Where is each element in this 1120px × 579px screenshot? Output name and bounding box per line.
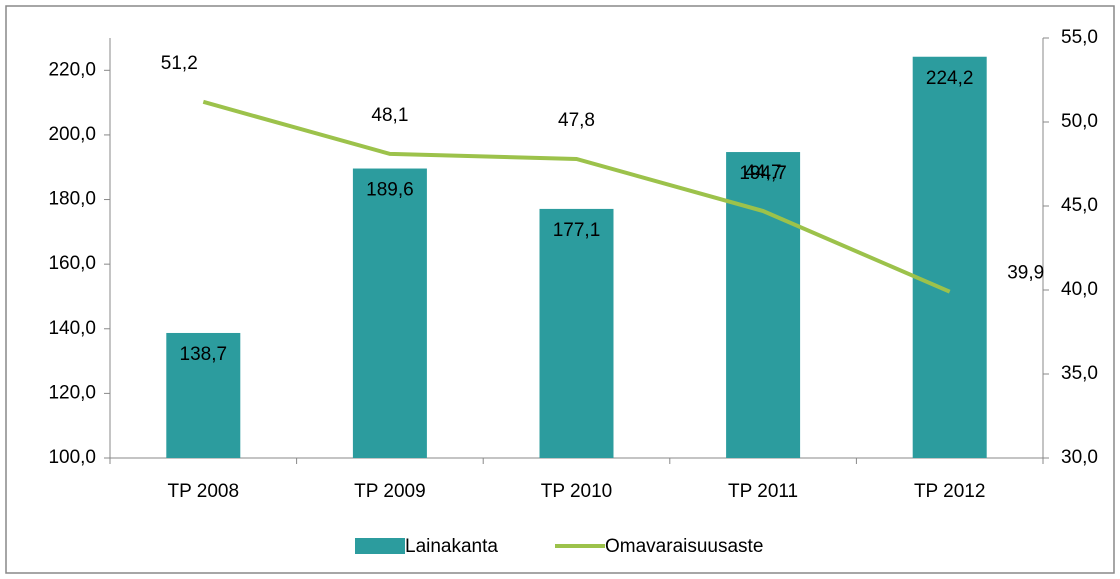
y2-tick-label: 40,0 (1061, 279, 1098, 300)
bar-value-label: 194,7 (739, 163, 787, 184)
line-value-label: 51,2 (161, 53, 198, 74)
line (202, 99, 951, 294)
bar-value-label: 224,2 (926, 68, 974, 89)
bar-value-label: 177,1 (553, 220, 601, 241)
y-tick-label: 100,0 (48, 447, 96, 468)
y-tick-label: 120,0 (48, 382, 96, 403)
y-tick-label: 180,0 (48, 189, 96, 210)
y-tick-label: 200,0 (48, 124, 96, 145)
y2-tick-label: 35,0 (1061, 363, 1098, 384)
x-tick-label: TP 2012 (914, 481, 985, 502)
legend-label: Omavaraisuusaste (605, 536, 763, 557)
y2-tick-label: 30,0 (1061, 447, 1098, 468)
legend-swatch (355, 538, 405, 554)
y2-tick-label: 55,0 (1061, 27, 1098, 48)
line-value-label: 47,8 (558, 110, 595, 131)
bar (539, 208, 614, 458)
x-tick-label: TP 2009 (354, 481, 425, 502)
line-value-label: 48,1 (371, 105, 408, 126)
bar-value-label: 189,6 (366, 180, 414, 201)
y-tick-label: 140,0 (48, 318, 96, 339)
y2-tick-label: 50,0 (1061, 111, 1098, 132)
bar (352, 168, 427, 458)
bar (166, 332, 241, 458)
bar (726, 152, 801, 459)
line-value-label: 44,7 (745, 162, 782, 183)
line-value-label: 39,9 (1007, 263, 1044, 284)
y2-tick-label: 45,0 (1061, 195, 1098, 216)
x-tick-label: TP 2011 (728, 481, 798, 502)
legend-label: Lainakanta (405, 536, 498, 557)
x-tick-label: TP 2008 (168, 481, 239, 502)
y-tick-label: 220,0 (48, 59, 96, 80)
y-tick-label: 160,0 (48, 253, 96, 274)
bar-value-label: 138,7 (180, 344, 228, 365)
x-tick-label: TP 2010 (541, 481, 612, 502)
bar (912, 56, 987, 458)
